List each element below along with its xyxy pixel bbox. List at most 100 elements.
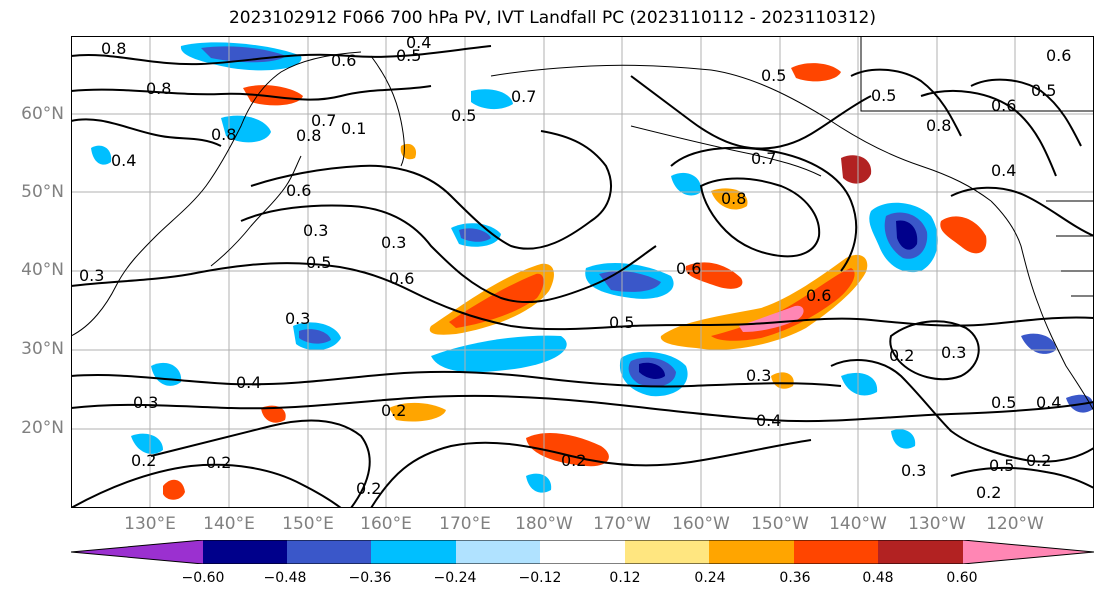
- contour-label: 0.2: [356, 479, 381, 498]
- contour-label: 0.5: [306, 253, 331, 272]
- map-title: 2023102912 F066 700 hPa PV, IVT Landfall…: [228, 8, 876, 28]
- lon-label-130w: 130°W: [908, 514, 966, 534]
- contour-label: 0.6: [991, 96, 1016, 115]
- contour-label: 0.7: [511, 87, 536, 106]
- coastline-north-america: [990, 200, 1094, 412]
- colorbar-segment: [287, 540, 371, 564]
- lon-label-170w: 170°W: [593, 514, 651, 534]
- contour-label: 0.3: [303, 221, 328, 240]
- contour-label: 0.8: [101, 39, 126, 58]
- contour-label: 0.3: [746, 366, 771, 385]
- colorbar-segment: [371, 540, 456, 564]
- lon-label-150w: 150°W: [751, 514, 809, 534]
- shade-positive-plume: [660, 254, 868, 350]
- colorbar-segment: [540, 540, 625, 564]
- contour-label: 0.5: [1031, 81, 1056, 100]
- contour-label: 0.8: [926, 116, 951, 135]
- contour-label: 0.4: [1036, 393, 1061, 412]
- shade-negative-spot: [91, 145, 112, 165]
- shade-positive-spot: [243, 85, 303, 106]
- coastline-kamchatka: [370, 55, 405, 167]
- contour-label: 0.6: [806, 286, 831, 305]
- contour-line: [699, 177, 821, 258]
- lon-label-150e: 150°E: [282, 514, 334, 534]
- contour-label: 0.4: [236, 373, 261, 392]
- lon-label-180w: 180°W: [515, 514, 573, 534]
- lat-label-60n: 60°N: [21, 104, 64, 124]
- contours: [71, 45, 1094, 508]
- map-panel: 0.8 0.8 0.8 0.6 0.5 0.4 0.5 0.6 0.8 0.7 …: [71, 36, 1094, 508]
- shade-positive-plume-max: [739, 305, 804, 332]
- shade-negative-subtropic-max: [639, 362, 665, 379]
- contour-line: [830, 359, 1094, 463]
- contour-line: [370, 439, 812, 508]
- lat-label-40n: 40°N: [21, 260, 64, 280]
- colorbar-tick-label: 0.60: [946, 570, 978, 586]
- shade-positive-spot: [711, 188, 748, 210]
- shade-negative-spot: [131, 433, 163, 454]
- contour-label: 0.6: [331, 51, 356, 70]
- contour-label: 0.8: [211, 125, 236, 144]
- contour-label: 0.3: [79, 266, 104, 285]
- lon-label-140w: 140°W: [829, 514, 887, 534]
- colorbar-tick-label: −0.48: [263, 570, 307, 586]
- contour-line: [71, 463, 342, 508]
- shade-negative-spot: [299, 329, 331, 344]
- shade-negative-spot: [526, 473, 552, 493]
- contour-label: 0.5: [761, 66, 786, 85]
- contour-label: 0.3: [941, 343, 966, 362]
- contour-label: 0.8: [296, 126, 321, 145]
- lon-label-160e: 160°E: [360, 514, 412, 534]
- colorbar-segment: [625, 540, 709, 564]
- contour-label: 0.6: [676, 259, 701, 278]
- colorbar-tick-label: −0.60: [181, 570, 225, 586]
- contour-line: [71, 370, 842, 388]
- coastline-japan: [210, 155, 302, 267]
- shade-positive-spot: [841, 155, 872, 184]
- colorbar-tick-label: −0.12: [518, 570, 562, 586]
- coastlines: [71, 36, 1094, 412]
- shade-negative-spot: [841, 372, 878, 396]
- shade-negative-gulf-alaska-max: [896, 220, 918, 250]
- colorbar-tick-label: −0.24: [433, 570, 477, 586]
- contour-label: 0.5: [396, 46, 421, 65]
- contour-label: 0.4: [111, 151, 136, 170]
- contour-label: 0.2: [206, 453, 231, 472]
- colorbar-tick-label: 0.36: [779, 570, 811, 586]
- contour-label: 0.6: [389, 269, 414, 288]
- lat-label-20n: 20°N: [21, 418, 64, 438]
- lon-label-160w: 160°W: [672, 514, 730, 534]
- contour-label: 0.5: [989, 456, 1014, 475]
- contour-line: [71, 85, 432, 101]
- contour-label: 0.7: [311, 111, 336, 130]
- shade-positive-spot: [526, 432, 609, 467]
- coastline-alaska: [490, 64, 992, 202]
- colorbar-segment: [71, 540, 203, 564]
- shade-positive-central-core: [449, 273, 544, 328]
- shade-positive-spot: [791, 63, 841, 82]
- shade-negative-spot: [459, 228, 491, 242]
- contour-label: 0.4: [991, 161, 1016, 180]
- contour-line: [250, 130, 612, 250]
- coastline-asia: [71, 51, 362, 337]
- contour-label: 0.6: [286, 181, 311, 200]
- contour-line: [970, 78, 1082, 147]
- shade-negative-spot: [221, 115, 271, 143]
- contour-label: 0.4: [406, 36, 431, 52]
- graticule: [71, 36, 1094, 508]
- colorbar-tick-label: 0.24: [694, 570, 726, 586]
- contour-label: 0.5: [451, 106, 476, 125]
- shade-negative-spot: [471, 89, 513, 110]
- contour-label: 0.8: [146, 79, 171, 98]
- contour-label: 0.3: [285, 309, 310, 328]
- shade-plume-north-arm: [685, 262, 743, 289]
- contour-label: 0.2: [381, 401, 406, 420]
- shade-positive-plume-core: [711, 268, 855, 341]
- colorbar-segment: [963, 540, 1094, 564]
- colorbar: [71, 540, 1094, 564]
- contour-line: [850, 68, 962, 137]
- contour-label: 0.2: [1026, 451, 1051, 470]
- contour-label: 0.5: [991, 393, 1016, 412]
- lat-label-50n: 50°N: [21, 182, 64, 202]
- contour-label: 0.4: [756, 411, 781, 430]
